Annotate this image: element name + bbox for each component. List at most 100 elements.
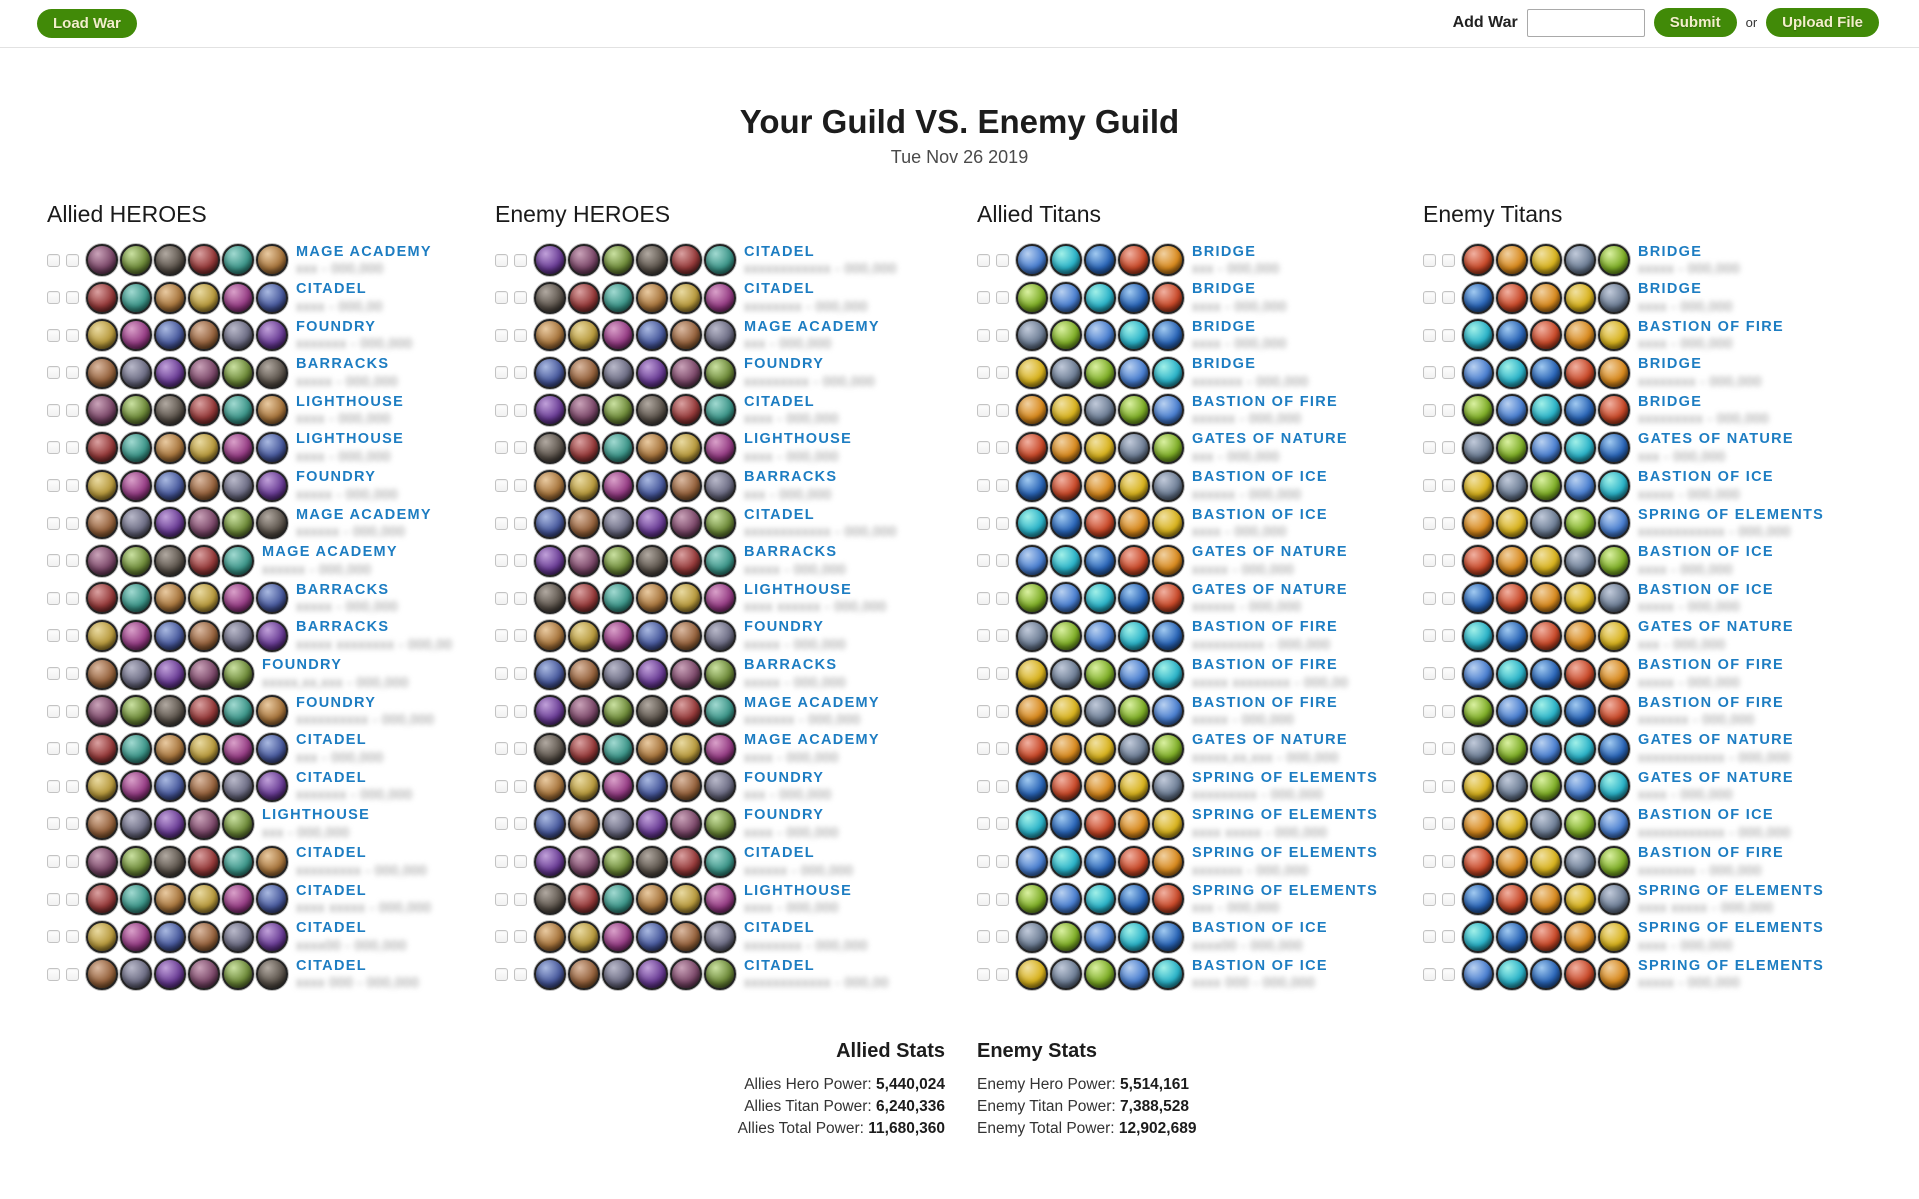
row-checkbox-2[interactable]: [514, 629, 527, 643]
row-checkbox-2[interactable]: [1442, 291, 1455, 305]
row-checkbox-2[interactable]: [514, 892, 527, 906]
row-checkbox-2[interactable]: [514, 328, 527, 342]
row-checkbox-1[interactable]: [495, 591, 508, 605]
row-checkbox-1[interactable]: [1423, 779, 1436, 793]
row-checkbox-2[interactable]: [66, 704, 79, 718]
row-checkbox-2[interactable]: [996, 366, 1009, 380]
row-checkbox-2[interactable]: [996, 479, 1009, 493]
row-checkbox-1[interactable]: [1423, 967, 1436, 981]
row-checkbox-2[interactable]: [996, 667, 1009, 681]
row-checkbox-1[interactable]: [1423, 366, 1436, 380]
row-checkbox-2[interactable]: [1442, 930, 1455, 944]
row-checkbox-2[interactable]: [996, 441, 1009, 455]
row-checkbox-1[interactable]: [495, 366, 508, 380]
row-checkbox-2[interactable]: [66, 403, 79, 417]
row-checkbox-1[interactable]: [1423, 441, 1436, 455]
row-checkbox-1[interactable]: [495, 291, 508, 305]
row-checkbox-1[interactable]: [1423, 554, 1436, 568]
row-checkbox-1[interactable]: [977, 328, 990, 342]
row-checkbox-1[interactable]: [47, 667, 60, 681]
row-checkbox-2[interactable]: [1442, 704, 1455, 718]
row-checkbox-2[interactable]: [514, 516, 527, 530]
row-checkbox-2[interactable]: [1442, 441, 1455, 455]
row-checkbox-2[interactable]: [996, 742, 1009, 756]
row-checkbox-2[interactable]: [514, 441, 527, 455]
row-checkbox-2[interactable]: [996, 516, 1009, 530]
row-checkbox-2[interactable]: [996, 403, 1009, 417]
row-checkbox-2[interactable]: [514, 779, 527, 793]
row-checkbox-1[interactable]: [47, 967, 60, 981]
row-checkbox-1[interactable]: [495, 253, 508, 267]
row-checkbox-1[interactable]: [1423, 629, 1436, 643]
row-checkbox-2[interactable]: [66, 892, 79, 906]
row-checkbox-2[interactable]: [996, 704, 1009, 718]
row-checkbox-2[interactable]: [514, 742, 527, 756]
row-checkbox-1[interactable]: [977, 667, 990, 681]
row-checkbox-2[interactable]: [66, 554, 79, 568]
row-checkbox-2[interactable]: [66, 253, 79, 267]
row-checkbox-2[interactable]: [66, 855, 79, 868]
row-checkbox-1[interactable]: [1423, 591, 1436, 605]
row-checkbox-2[interactable]: [514, 253, 527, 267]
row-checkbox-1[interactable]: [1423, 291, 1436, 305]
row-checkbox-2[interactable]: [996, 328, 1009, 342]
row-checkbox-1[interactable]: [47, 328, 60, 342]
row-checkbox-1[interactable]: [1423, 667, 1436, 681]
row-checkbox-1[interactable]: [1423, 516, 1436, 530]
row-checkbox-1[interactable]: [47, 366, 60, 380]
row-checkbox-2[interactable]: [514, 967, 527, 981]
row-checkbox-1[interactable]: [977, 291, 990, 305]
row-checkbox-1[interactable]: [495, 817, 508, 831]
row-checkbox-1[interactable]: [977, 967, 990, 981]
row-checkbox-2[interactable]: [996, 967, 1009, 981]
row-checkbox-1[interactable]: [977, 366, 990, 380]
row-checkbox-1[interactable]: [1423, 403, 1436, 417]
row-checkbox-1[interactable]: [47, 516, 60, 530]
row-checkbox-1[interactable]: [977, 629, 990, 643]
row-checkbox-1[interactable]: [47, 704, 60, 718]
row-checkbox-1[interactable]: [495, 892, 508, 906]
row-checkbox-2[interactable]: [996, 930, 1009, 944]
row-checkbox-1[interactable]: [1423, 253, 1436, 267]
row-checkbox-2[interactable]: [66, 291, 79, 305]
row-checkbox-2[interactable]: [66, 328, 79, 342]
row-checkbox-2[interactable]: [1442, 855, 1455, 868]
row-checkbox-1[interactable]: [977, 591, 990, 605]
row-checkbox-2[interactable]: [514, 403, 527, 417]
row-checkbox-2[interactable]: [66, 817, 79, 831]
row-checkbox-2[interactable]: [1442, 366, 1455, 380]
row-checkbox-1[interactable]: [47, 591, 60, 605]
row-checkbox-2[interactable]: [1442, 479, 1455, 493]
row-checkbox-1[interactable]: [47, 441, 60, 455]
row-checkbox-1[interactable]: [495, 403, 508, 417]
row-checkbox-1[interactable]: [47, 554, 60, 568]
row-checkbox-1[interactable]: [47, 779, 60, 793]
row-checkbox-1[interactable]: [977, 441, 990, 455]
row-checkbox-1[interactable]: [495, 328, 508, 342]
row-checkbox-2[interactable]: [996, 817, 1009, 831]
row-checkbox-1[interactable]: [47, 629, 60, 643]
row-checkbox-1[interactable]: [47, 403, 60, 417]
submit-button[interactable]: Submit: [1653, 8, 1737, 37]
row-checkbox-1[interactable]: [495, 930, 508, 944]
row-checkbox-2[interactable]: [996, 892, 1009, 906]
row-checkbox-1[interactable]: [47, 479, 60, 493]
row-checkbox-2[interactable]: [66, 742, 79, 756]
row-checkbox-1[interactable]: [47, 892, 60, 906]
row-checkbox-1[interactable]: [495, 779, 508, 793]
row-checkbox-2[interactable]: [1442, 516, 1455, 530]
row-checkbox-1[interactable]: [977, 479, 990, 493]
row-checkbox-1[interactable]: [47, 930, 60, 944]
row-checkbox-1[interactable]: [977, 742, 990, 756]
row-checkbox-1[interactable]: [495, 667, 508, 681]
row-checkbox-1[interactable]: [1423, 892, 1436, 906]
row-checkbox-1[interactable]: [1423, 817, 1436, 831]
row-checkbox-2[interactable]: [996, 779, 1009, 793]
row-checkbox-2[interactable]: [1442, 328, 1455, 342]
row-checkbox-2[interactable]: [514, 817, 527, 831]
row-checkbox-2[interactable]: [514, 591, 527, 605]
row-checkbox-2[interactable]: [514, 704, 527, 718]
row-checkbox-1[interactable]: [495, 441, 508, 455]
row-checkbox-2[interactable]: [66, 779, 79, 793]
load-war-button[interactable]: Load War: [37, 9, 137, 38]
